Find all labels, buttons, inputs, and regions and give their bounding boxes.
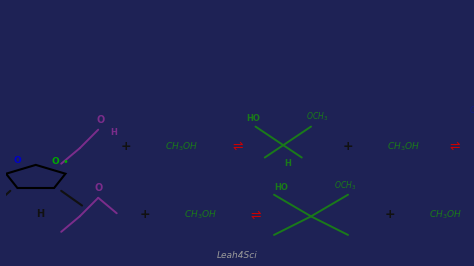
- Text: +: +: [384, 208, 395, 221]
- Text: $CH_3O$: $CH_3O$: [469, 105, 474, 117]
- Text: HO: HO: [274, 182, 288, 192]
- Text: ACETAL & HEMIACETAL: ACETAL & HEMIACETAL: [107, 24, 367, 43]
- Text: H: H: [284, 159, 292, 168]
- Text: $CH_3OH$: $CH_3OH$: [165, 140, 198, 153]
- Text: O: O: [96, 115, 105, 125]
- Text: +: +: [343, 140, 353, 153]
- Text: $\rightleftharpoons$: $\rightleftharpoons$: [447, 140, 462, 153]
- Text: O: O: [94, 183, 102, 193]
- Text: $OCH_3$: $OCH_3$: [306, 111, 328, 123]
- Text: $CH_3OH$: $CH_3OH$: [387, 140, 420, 153]
- Text: Leah4Sci: Leah4Sci: [217, 251, 257, 260]
- Text: H: H: [110, 128, 117, 137]
- Text: HO: HO: [246, 114, 260, 123]
- Text: $\rightleftharpoons$: $\rightleftharpoons$: [248, 208, 263, 221]
- Text: O: O: [14, 156, 21, 165]
- Text: O: O: [52, 157, 60, 166]
- Text: H: H: [36, 209, 45, 219]
- Text: $\rightleftharpoons$: $\rightleftharpoons$: [230, 140, 244, 153]
- Text: •: •: [63, 157, 69, 167]
- Text: +: +: [139, 208, 150, 221]
- Text: +: +: [121, 140, 131, 153]
- Text: $CH_3OH$: $CH_3OH$: [183, 209, 217, 221]
- Text: KETAL & HEMIKETAL: KETAL & HEMIKETAL: [122, 74, 352, 93]
- Text: $CH_3OH$: $CH_3OH$: [428, 209, 462, 221]
- Text: $OCH_3$: $OCH_3$: [334, 179, 356, 192]
